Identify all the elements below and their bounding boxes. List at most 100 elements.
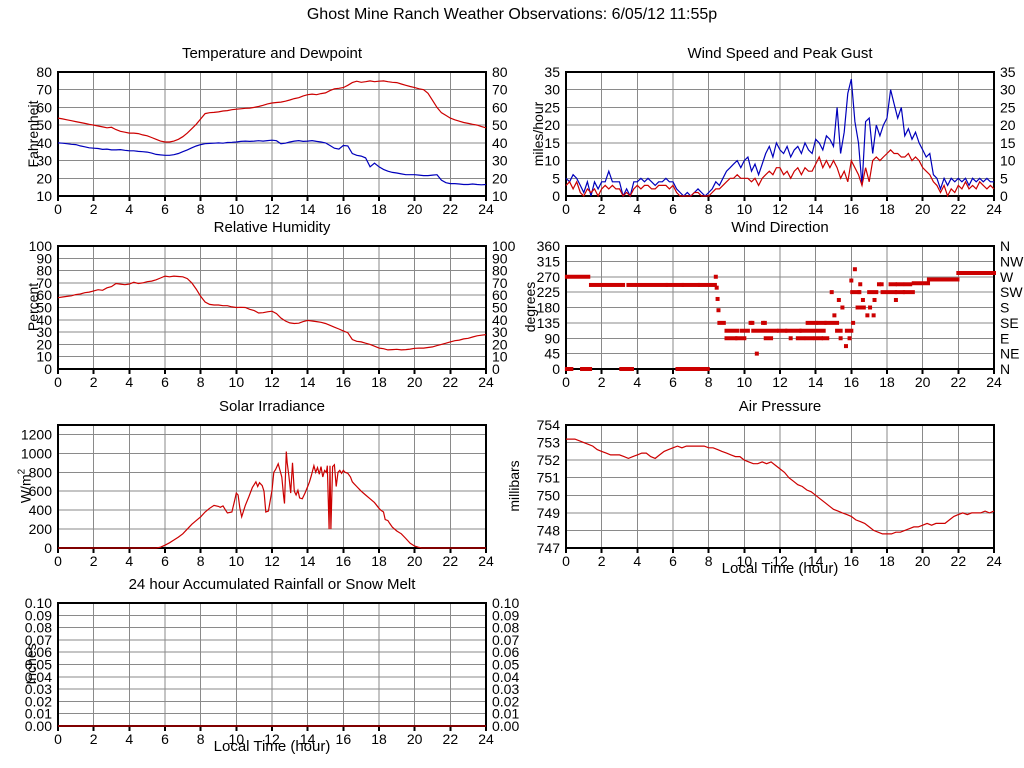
svg-text:0.01: 0.01: [492, 706, 519, 722]
svg-text:4: 4: [125, 553, 133, 569]
svg-text:748: 748: [537, 522, 561, 538]
svg-text:4: 4: [125, 374, 133, 390]
svg-text:10: 10: [36, 188, 52, 204]
svg-text:10: 10: [36, 349, 52, 365]
svg-text:20: 20: [544, 117, 560, 133]
svg-text:N: N: [1000, 361, 1010, 377]
chart-title: Wind Direction: [731, 219, 829, 236]
svg-text:2: 2: [598, 374, 606, 390]
svg-text:0: 0: [44, 540, 52, 556]
svg-text:360: 360: [537, 238, 561, 254]
svg-text:14: 14: [300, 374, 316, 390]
svg-text:80: 80: [492, 263, 508, 279]
svg-text:800: 800: [29, 464, 53, 480]
x-axis-label: Local Time (hour): [213, 738, 331, 755]
svg-text:2: 2: [598, 553, 606, 569]
svg-text:0.06: 0.06: [25, 644, 52, 660]
svg-text:50: 50: [36, 117, 52, 133]
svg-text:10: 10: [737, 374, 753, 390]
svg-text:16: 16: [336, 374, 352, 390]
svg-text:6: 6: [161, 553, 169, 569]
svg-text:0: 0: [562, 201, 570, 217]
svg-text:0.04: 0.04: [492, 669, 519, 685]
svg-text:8: 8: [705, 374, 713, 390]
chart-title: Wind Speed and Peak Gust: [687, 45, 873, 62]
svg-text:22: 22: [443, 731, 459, 747]
chart-title: Temperature and Dewpoint: [181, 45, 363, 62]
svg-text:5: 5: [552, 170, 560, 186]
svg-text:45: 45: [544, 346, 560, 362]
svg-text:20: 20: [407, 553, 423, 569]
svg-text:22: 22: [443, 201, 459, 217]
svg-text:0.03: 0.03: [492, 681, 519, 697]
svg-text:10: 10: [229, 553, 245, 569]
svg-text:24: 24: [478, 201, 494, 217]
svg-text:10: 10: [544, 153, 560, 169]
svg-text:22: 22: [951, 201, 967, 217]
svg-text:12: 12: [264, 731, 280, 747]
svg-text:0.09: 0.09: [25, 607, 52, 623]
svg-text:14: 14: [300, 731, 316, 747]
svg-text:0.04: 0.04: [25, 669, 52, 685]
svg-text:16: 16: [336, 201, 352, 217]
svg-text:16: 16: [844, 374, 860, 390]
svg-text:24: 24: [986, 374, 1002, 390]
svg-text:20: 20: [915, 201, 931, 217]
svg-text:100: 100: [29, 238, 53, 254]
svg-text:80: 80: [36, 64, 52, 80]
svg-text:0: 0: [562, 374, 570, 390]
svg-text:12: 12: [772, 201, 788, 217]
svg-text:10: 10: [492, 188, 508, 204]
svg-text:24: 24: [986, 553, 1002, 569]
svg-text:315: 315: [537, 253, 561, 269]
svg-text:18: 18: [879, 553, 895, 569]
svg-text:24: 24: [986, 201, 1002, 217]
svg-text:12: 12: [264, 374, 280, 390]
svg-text:SW: SW: [1000, 284, 1023, 300]
svg-text:70: 70: [36, 275, 52, 291]
svg-text:747: 747: [537, 540, 561, 556]
svg-text:35: 35: [1000, 64, 1016, 80]
svg-text:12: 12: [772, 553, 788, 569]
svg-text:30: 30: [36, 153, 52, 169]
svg-text:30: 30: [36, 324, 52, 340]
svg-text:0.10: 0.10: [492, 595, 519, 611]
svg-text:0.00: 0.00: [25, 718, 52, 734]
svg-text:90: 90: [36, 250, 52, 266]
svg-text:90: 90: [544, 330, 560, 346]
svg-text:14: 14: [300, 553, 316, 569]
svg-text:10: 10: [492, 349, 508, 365]
svg-text:30: 30: [492, 153, 508, 169]
svg-text:20: 20: [36, 336, 52, 352]
svg-text:40: 40: [492, 312, 508, 328]
svg-text:20: 20: [915, 553, 931, 569]
svg-text:0: 0: [54, 553, 62, 569]
svg-text:0.07: 0.07: [25, 632, 52, 648]
svg-text:12: 12: [264, 201, 280, 217]
svg-text:18: 18: [371, 553, 387, 569]
svg-text:6: 6: [669, 553, 677, 569]
svg-text:2: 2: [90, 201, 98, 217]
svg-text:0: 0: [54, 201, 62, 217]
svg-text:S: S: [1000, 300, 1009, 316]
svg-text:0.08: 0.08: [25, 620, 52, 636]
svg-text:18: 18: [879, 374, 895, 390]
svg-text:0: 0: [54, 374, 62, 390]
svg-text:N: N: [1000, 238, 1010, 254]
svg-text:18: 18: [371, 201, 387, 217]
svg-text:16: 16: [336, 553, 352, 569]
svg-text:60: 60: [492, 99, 508, 115]
svg-text:18: 18: [879, 201, 895, 217]
svg-text:15: 15: [1000, 135, 1016, 151]
chart-title: Solar Irradiance: [219, 398, 325, 415]
svg-text:8: 8: [197, 374, 205, 390]
svg-text:180: 180: [537, 300, 561, 316]
svg-text:8: 8: [197, 731, 205, 747]
